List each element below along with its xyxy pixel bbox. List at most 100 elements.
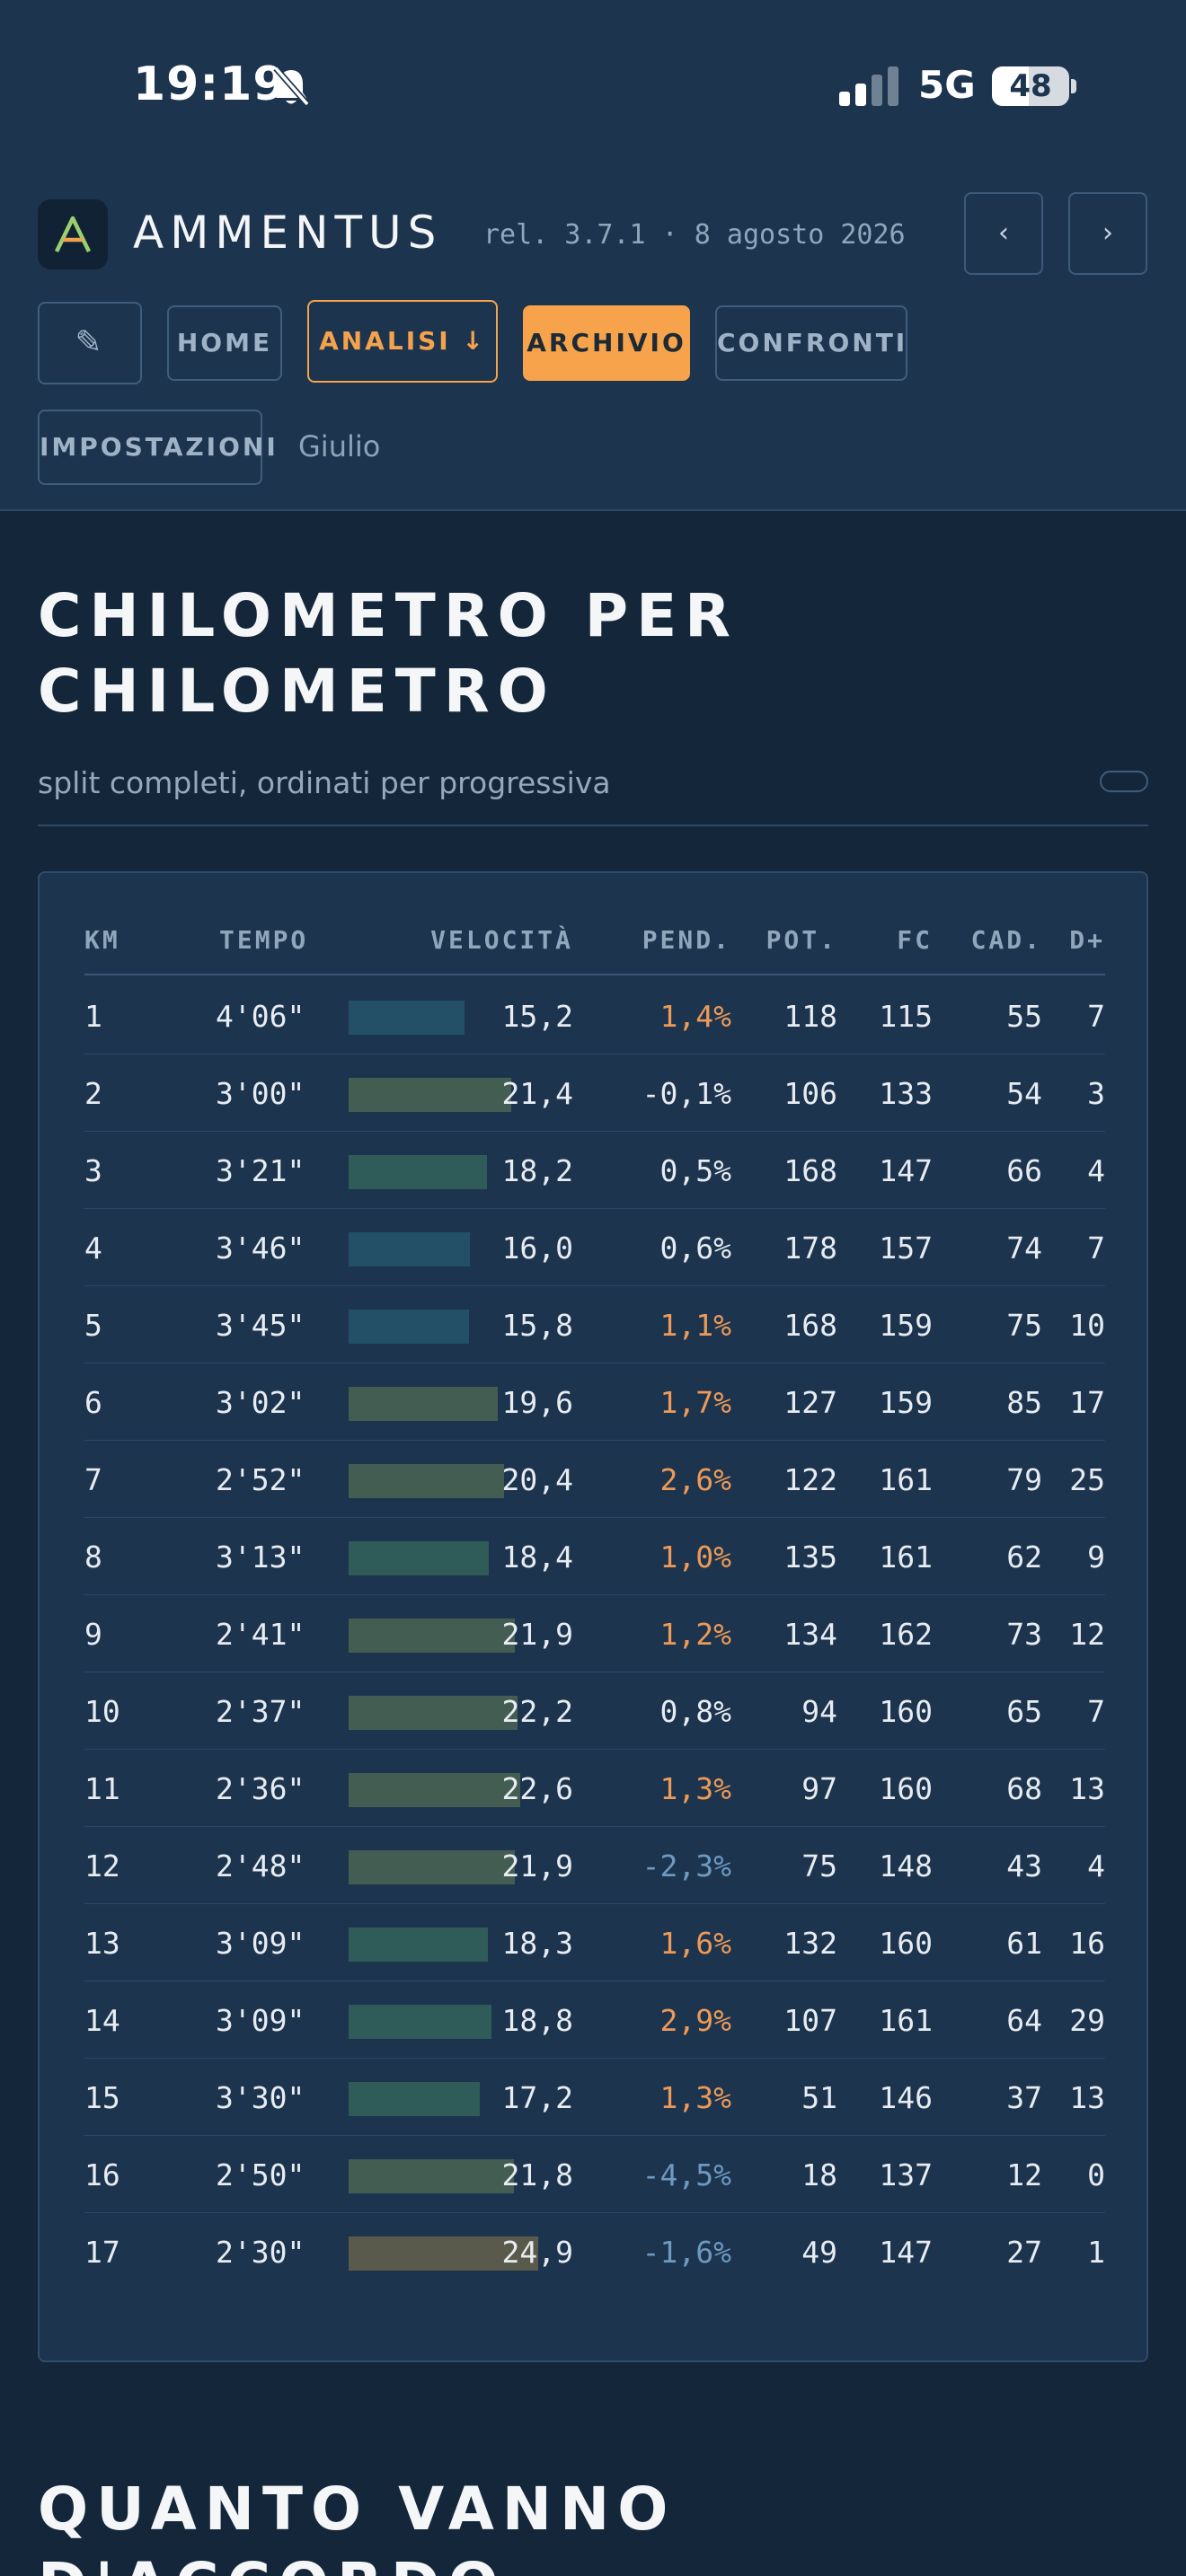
splits-table-card: KM TEMPO VELOCITÀ PEND. POT. FC CAD. D+ … — [38, 871, 1148, 2362]
cell-pendenza: 1,0% — [659, 1539, 731, 1575]
cell-fc: 162 — [879, 1617, 933, 1652]
cell-velocita: 18,2 — [501, 1153, 573, 1188]
network-type: 5G — [918, 63, 976, 107]
cell-cadenza: 85 — [1006, 1385, 1042, 1420]
header-pend[interactable]: PEND. — [642, 925, 731, 955]
cell-km: 17 — [84, 2235, 120, 2270]
cell-fc: 160 — [879, 1694, 933, 1729]
cell-cadenza: 74 — [1006, 1231, 1042, 1266]
cell-km: 13 — [84, 1926, 120, 1961]
speed-bar — [349, 1541, 489, 1575]
cell-dislivello: 16 — [1069, 1926, 1105, 1961]
cell-fc: 161 — [879, 1462, 933, 1497]
cell-tempo: 3'30" — [216, 2080, 305, 2115]
cell-velocita: 16,0 — [501, 1231, 573, 1266]
user-name[interactable]: Giulio — [298, 429, 381, 463]
header-fc[interactable]: FC — [897, 925, 933, 955]
section-subtitle: split completi, ordinati per progressiva — [38, 765, 611, 800]
speed-bar — [349, 2005, 491, 2039]
cell-dislivello: 29 — [1069, 2003, 1105, 2038]
cell-dislivello: 3 — [1087, 1076, 1105, 1111]
table-row[interactable]: 6 3'02" 19,6 1,7% 127 159 85 17 — [84, 1363, 1105, 1441]
toggle-pill[interactable] — [1100, 771, 1148, 792]
signal-icon — [839, 66, 902, 110]
nav-impostazioni[interactable]: IMPOSTAZIONI — [38, 410, 276, 485]
table-row[interactable]: 13 3'09" 18,3 1,6% 132 160 61 16 — [84, 1904, 1105, 1981]
table-row[interactable]: 5 3'45" 15,8 1,1% 168 159 75 10 — [84, 1286, 1105, 1363]
cell-cadenza: 64 — [1006, 2003, 1042, 2038]
brand-name: AMMENTUS — [133, 207, 443, 259]
table-row[interactable]: 16 2'50" 21,8 -4,5% 18 137 12 0 — [84, 2136, 1105, 2213]
nav-home[interactable]: HOME — [167, 305, 282, 381]
cell-velocita: 18,4 — [501, 1539, 573, 1575]
cell-fc: 147 — [879, 2235, 933, 2270]
prev-button[interactable]: ‹ — [964, 192, 1043, 275]
cell-velocita: 19,6 — [501, 1385, 573, 1420]
cell-tempo: 3'02" — [216, 1385, 305, 1420]
table-row[interactable]: 17 2'30" 24,9 -1,6% 49 147 27 1 — [84, 2213, 1105, 2289]
cell-pendenza: 1,3% — [659, 1771, 731, 1806]
cell-fc: 115 — [879, 999, 933, 1034]
cell-tempo: 2'50" — [216, 2157, 305, 2192]
cell-dislivello: 4 — [1087, 1848, 1105, 1883]
cell-cadenza: 27 — [1006, 2235, 1042, 2270]
cell-km: 3 — [84, 1153, 102, 1188]
nav-confronti[interactable]: CONFRONTI — [715, 305, 907, 381]
header-dplus[interactable]: D+ — [1069, 925, 1105, 955]
table-row[interactable]: 14 3'09" 18,8 2,9% 107 161 64 29 — [84, 1981, 1105, 2059]
cell-potenza: 178 — [783, 1231, 837, 1266]
cell-potenza: 75 — [801, 1848, 837, 1883]
cell-fc: 159 — [879, 1308, 933, 1343]
cell-velocita: 17,2 — [501, 2080, 573, 2115]
cell-pendenza: 1,3% — [659, 2080, 731, 2115]
status-time: 19:19 — [133, 57, 287, 111]
table-row[interactable]: 11 2'36" 22,6 1,3% 97 160 68 13 — [84, 1750, 1105, 1827]
speed-bar — [349, 2082, 480, 2116]
header-tempo[interactable]: TEMPO — [219, 925, 309, 955]
cell-cadenza: 12 — [1006, 2157, 1042, 2192]
edit-button[interactable]: ✎ — [38, 302, 142, 384]
next-button[interactable]: › — [1068, 192, 1147, 275]
cell-fc: 161 — [879, 2003, 933, 2038]
header-pot[interactable]: POT. — [766, 925, 837, 955]
table-row[interactable]: 1 4'06" 15,2 1,4% 118 115 55 7 — [84, 977, 1105, 1054]
cell-cadenza: 54 — [1006, 1076, 1042, 1111]
cell-tempo: 3'13" — [216, 1539, 305, 1575]
speed-bar — [349, 1232, 470, 1266]
nav-analisi[interactable]: ANALISI ↓ — [307, 300, 498, 383]
cell-dislivello: 13 — [1069, 1771, 1105, 1806]
table-row[interactable]: 4 3'46" 16,0 0,6% 178 157 74 7 — [84, 1209, 1105, 1286]
cell-tempo: 4'06" — [216, 999, 305, 1034]
speed-bar — [349, 1001, 465, 1035]
table-row[interactable]: 15 3'30" 17,2 1,3% 51 146 37 13 — [84, 2059, 1105, 2136]
cell-dislivello: 17 — [1069, 1385, 1105, 1420]
cell-tempo: 2'30" — [216, 2235, 305, 2270]
table-row[interactable]: 3 3'21" 18,2 0,5% 168 147 66 4 — [84, 1132, 1105, 1209]
battery-fill — [992, 66, 1029, 106]
header-km[interactable]: KM — [84, 925, 120, 955]
cell-potenza: 51 — [801, 2080, 837, 2115]
nav-archivio[interactable]: ARCHIVIO — [523, 305, 690, 381]
cell-potenza: 132 — [783, 1926, 837, 1961]
battery-percent: 48 — [1009, 68, 1052, 104]
cell-fc: 160 — [879, 1771, 933, 1806]
cell-potenza: 97 — [801, 1771, 837, 1806]
cell-tempo: 3'46" — [216, 1231, 305, 1266]
cell-tempo: 3'00" — [216, 1076, 305, 1111]
cell-pendenza: 1,7% — [659, 1385, 731, 1420]
table-row[interactable]: 10 2'37" 22,2 0,8% 94 160 65 7 — [84, 1672, 1105, 1750]
section-divider — [38, 825, 1148, 826]
cell-potenza: 118 — [783, 999, 837, 1034]
cell-fc: 159 — [879, 1385, 933, 1420]
app-logo[interactable] — [38, 199, 108, 269]
speed-bar — [349, 1850, 515, 1884]
table-row[interactable]: 8 3'13" 18,4 1,0% 135 161 62 9 — [84, 1518, 1105, 1595]
table-row[interactable]: 9 2'41" 21,9 1,2% 134 162 73 12 — [84, 1595, 1105, 1672]
cell-dislivello: 4 — [1087, 1153, 1105, 1188]
table-row[interactable]: 7 2'52" 20,4 2,6% 122 161 79 25 — [84, 1441, 1105, 1518]
cell-tempo: 3'45" — [216, 1308, 305, 1343]
header-cad[interactable]: CAD. — [970, 925, 1042, 955]
header-velocita[interactable]: VELOCITÀ — [430, 925, 573, 955]
table-row[interactable]: 2 3'00" 21,4 -0,1% 106 133 54 3 — [84, 1054, 1105, 1132]
table-row[interactable]: 12 2'48" 21,9 -2,3% 75 148 43 4 — [84, 1827, 1105, 1904]
